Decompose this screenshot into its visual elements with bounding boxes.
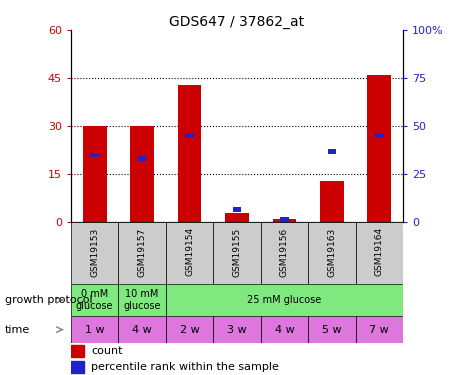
Text: GSM19163: GSM19163 bbox=[327, 227, 336, 277]
Text: 4 w: 4 w bbox=[275, 325, 294, 334]
Text: GSM19164: GSM19164 bbox=[375, 227, 384, 276]
Bar bbox=[320, 181, 344, 222]
Text: 10 mM
glucose: 10 mM glucose bbox=[123, 290, 161, 311]
Bar bbox=[71, 284, 119, 316]
Bar bbox=[166, 222, 213, 284]
Bar bbox=[119, 284, 166, 316]
Text: percentile rank within the sample: percentile rank within the sample bbox=[91, 362, 279, 372]
Bar bbox=[308, 316, 355, 343]
Bar bbox=[119, 222, 166, 284]
Bar bbox=[71, 361, 84, 374]
Text: GSM19153: GSM19153 bbox=[90, 227, 99, 277]
Text: 0 mM
glucose: 0 mM glucose bbox=[76, 290, 114, 311]
Bar bbox=[355, 222, 403, 284]
Bar bbox=[71, 316, 119, 343]
Text: GSM19157: GSM19157 bbox=[138, 227, 147, 277]
Text: 2 w: 2 w bbox=[180, 325, 199, 334]
Bar bbox=[375, 134, 384, 138]
Bar bbox=[138, 156, 147, 160]
Title: GDS647 / 37862_at: GDS647 / 37862_at bbox=[169, 15, 305, 29]
Text: count: count bbox=[91, 346, 122, 356]
Text: growth protocol: growth protocol bbox=[5, 295, 92, 305]
Text: GSM19154: GSM19154 bbox=[185, 227, 194, 276]
Text: 4 w: 4 w bbox=[132, 325, 152, 334]
Bar bbox=[367, 75, 391, 222]
Text: 25 mM glucose: 25 mM glucose bbox=[247, 295, 322, 305]
Bar bbox=[280, 217, 289, 222]
Bar bbox=[225, 213, 249, 222]
Bar bbox=[327, 149, 336, 154]
Bar bbox=[185, 134, 194, 138]
Bar bbox=[233, 207, 241, 212]
Bar bbox=[119, 316, 166, 343]
Bar bbox=[71, 345, 84, 357]
Bar bbox=[261, 316, 308, 343]
Text: 1 w: 1 w bbox=[85, 325, 104, 334]
Bar bbox=[166, 316, 213, 343]
Bar bbox=[355, 316, 403, 343]
Bar bbox=[261, 222, 308, 284]
Bar bbox=[273, 219, 296, 222]
Bar bbox=[166, 284, 403, 316]
Bar bbox=[213, 222, 261, 284]
Text: 3 w: 3 w bbox=[227, 325, 247, 334]
Bar bbox=[83, 126, 107, 222]
Bar bbox=[308, 222, 355, 284]
Bar bbox=[213, 316, 261, 343]
Text: GSM19155: GSM19155 bbox=[233, 227, 241, 277]
Text: 5 w: 5 w bbox=[322, 325, 342, 334]
Bar bbox=[130, 126, 154, 222]
Text: GSM19156: GSM19156 bbox=[280, 227, 289, 277]
Bar bbox=[178, 84, 202, 222]
Bar bbox=[71, 222, 119, 284]
Text: 7 w: 7 w bbox=[370, 325, 389, 334]
Bar bbox=[90, 153, 99, 158]
Text: time: time bbox=[5, 325, 30, 334]
